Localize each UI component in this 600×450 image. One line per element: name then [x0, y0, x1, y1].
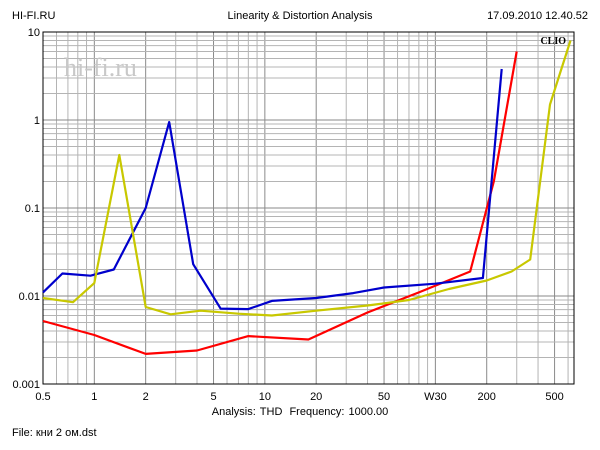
chart-grid [42, 32, 574, 385]
watermark-logo: hi-fi.ru [64, 53, 137, 82]
file-label: File: [12, 427, 33, 439]
y-tick-label: 1 [34, 115, 40, 127]
file-caption: File: кни 2 ом.dst [12, 427, 97, 439]
y-tick-label: 10 [28, 27, 40, 39]
x-tick-label: 10 [259, 391, 271, 403]
analysis-label: Analysis: [211, 406, 256, 418]
file-name: кни 2 ом.dst [35, 427, 97, 439]
x-tick-labels: 0.5 1 2 5 10 20 50 W30 200 500 [35, 391, 563, 403]
x-tick-label: 2 [143, 391, 149, 403]
brand-label: CLIO [540, 36, 566, 47]
header-title: Linearity & Distortion Analysis [227, 10, 373, 22]
header-timestamp: 17.09.2010 12.40.52 [487, 10, 588, 22]
x-tick-label: 200 [478, 391, 496, 403]
series-line-3 [42, 40, 572, 317]
y-tick-label: 0.001 [12, 379, 40, 391]
frequency-label: Frequency: [289, 406, 345, 418]
series-line-1 [42, 51, 518, 355]
x-tick-label: 0.5 [35, 391, 50, 403]
y-tick-label: 0.1 [25, 203, 40, 215]
x-tick-label: 1 [91, 391, 97, 403]
series-line-2 [42, 68, 503, 311]
x-tick-label: 50 [378, 391, 390, 403]
series-layer [42, 40, 572, 355]
plot-frame [42, 31, 575, 385]
header-brand: HI-FI.RU [12, 10, 56, 22]
frequency-value: 1000.00 [348, 406, 389, 418]
x-tick-label: 500 [545, 391, 563, 403]
analysis-value: THD [259, 406, 283, 418]
x-tick-label: 5 [210, 391, 216, 403]
analysis-caption: Analysis: THD Frequency: 1000.00 [0, 406, 600, 418]
y-tick-label: 0.01 [19, 291, 40, 303]
y-tick-labels: 10 1 0.1 0.01 0.001 [12, 27, 40, 391]
x-tick-label: 20 [310, 391, 322, 403]
x-tick-label: W30 [424, 391, 447, 403]
